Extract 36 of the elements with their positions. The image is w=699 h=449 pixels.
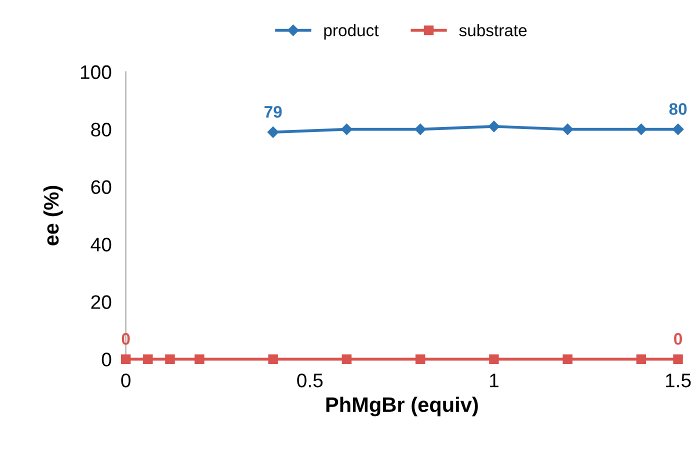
y-axis-title: ee (%) [43,186,63,246]
point [194,354,204,364]
point [143,354,153,364]
x-tick-label: 0 [121,374,130,388]
point [415,354,426,364]
point [562,354,572,364]
data-label: 0 [122,332,130,345]
point [673,354,683,364]
legend-label: product [324,24,379,40]
point [165,354,175,364]
y-tick-label: 20 [91,295,112,309]
x-tick-label: 1.5 [666,374,691,388]
point [120,354,131,364]
y-tick-label: 100 [80,65,112,80]
point [636,124,647,135]
y-tick-label: 60 [91,180,112,194]
y-tick-label: 0 [102,352,112,366]
point [672,124,684,135]
point [636,354,646,364]
point [342,354,352,364]
data-label: 80 [669,103,687,115]
legend-label: substrate [459,24,527,36]
y-tick-label: 80 [91,122,112,137]
point [488,120,500,132]
y-tick-label: 40 [90,238,112,252]
point [414,124,426,135]
point [341,124,352,135]
point [267,126,279,138]
x-tick-label: 0.5 [297,374,323,388]
point [268,354,278,364]
data-label: 0 [674,332,682,345]
data-label: 79 [264,106,282,118]
x-tick-label: 1 [490,374,498,388]
x-axis-title: PhMgBr (equiv) [326,396,478,416]
point [489,354,499,364]
point [562,124,574,135]
